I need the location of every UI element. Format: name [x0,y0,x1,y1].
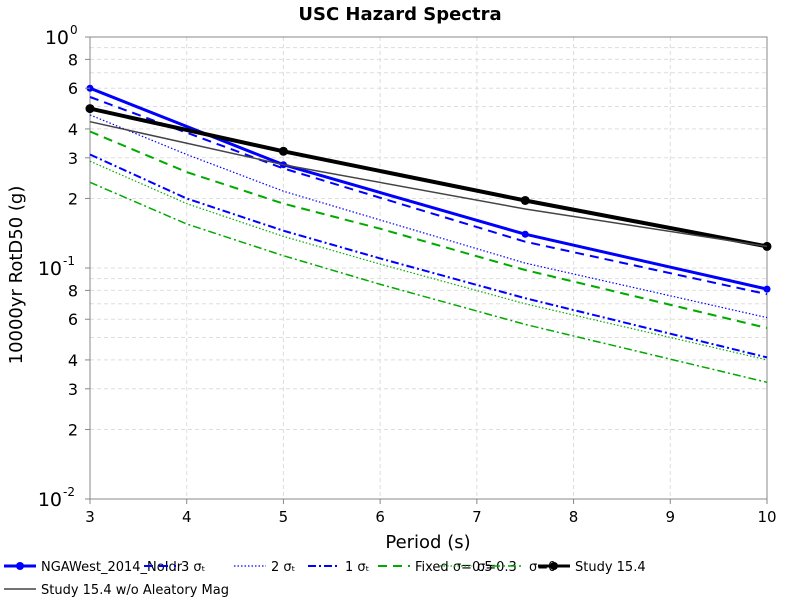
y-tick-exponent: 0 [70,23,78,37]
series-point-8 [85,104,95,114]
x-tick-label: 4 [182,508,192,526]
y-tick-label: 8 [68,281,78,300]
x-tick-label: 10 [757,508,776,526]
legend-label-3: 2 σₜ [271,560,296,575]
y-tick-label: 3 [68,149,78,168]
y-tick-label: 2 [68,189,78,208]
y-tick-label: 10 [38,258,62,280]
legend-label-4: 1 σₜ [345,560,370,575]
legend-label-2: 3 σₜ [181,560,206,575]
x-axis-label: Period (s) [385,532,470,553]
y-tick-label: 4 [68,120,78,139]
legend-label-6: σ=0.3 [477,560,517,575]
x-tick-label: 6 [375,508,385,526]
series-line-9 [89,120,768,248]
grid-lines [89,37,768,500]
series-line-8 [89,106,768,249]
y-tick-label: 10 [38,489,62,511]
x-tick-label: 9 [666,508,676,526]
y-tick-label: 3 [68,380,78,399]
x-tick-label: 7 [472,508,482,526]
series-line-1 [89,86,768,291]
x-tick-label: 3 [85,508,95,526]
series-line-4 [89,153,768,359]
legend-marker-8 [550,562,558,570]
series-point-1 [763,285,771,293]
y-tick-exponent: -2 [63,485,75,499]
series-line-6 [89,160,768,361]
y-tick-label: 8 [68,50,78,69]
y-axis-label: 10000yr RotD50 (g) [6,186,27,365]
series-point-8 [762,241,772,251]
series-point-8 [520,195,530,205]
y-tick-label: 6 [68,79,78,98]
series-line-5 [89,130,768,329]
series-line-2 [89,96,768,296]
y-tick-exponent: -1 [63,254,75,268]
series-line-7 [89,181,768,384]
y-tick-label: 6 [68,310,78,329]
legend-label-9: Study 15.4 w/o Aleatory Mag [41,583,229,598]
legend-label-5: Fixed σ=0.5 [415,560,493,575]
x-tick-label: 5 [279,508,289,526]
series-layer [85,84,772,384]
y-tick-label: 2 [68,420,78,439]
legend-label-1: NGAWest_2014_NoIdr [41,560,183,575]
y-tick-label: 10 [45,27,69,49]
legend-label-8: Study 15.4 [575,560,646,575]
series-line-3 [89,114,768,319]
x-axis-ticks: 3 4 5 6 7 8 9 10 [85,499,777,526]
y-tick-label: 4 [68,351,78,370]
series-point-8 [278,146,288,156]
series-point-1 [521,230,529,238]
x-tick-label: 8 [569,508,579,526]
chart-title: USC Hazard Spectra [298,4,501,25]
legend-marker-1 [16,562,24,570]
